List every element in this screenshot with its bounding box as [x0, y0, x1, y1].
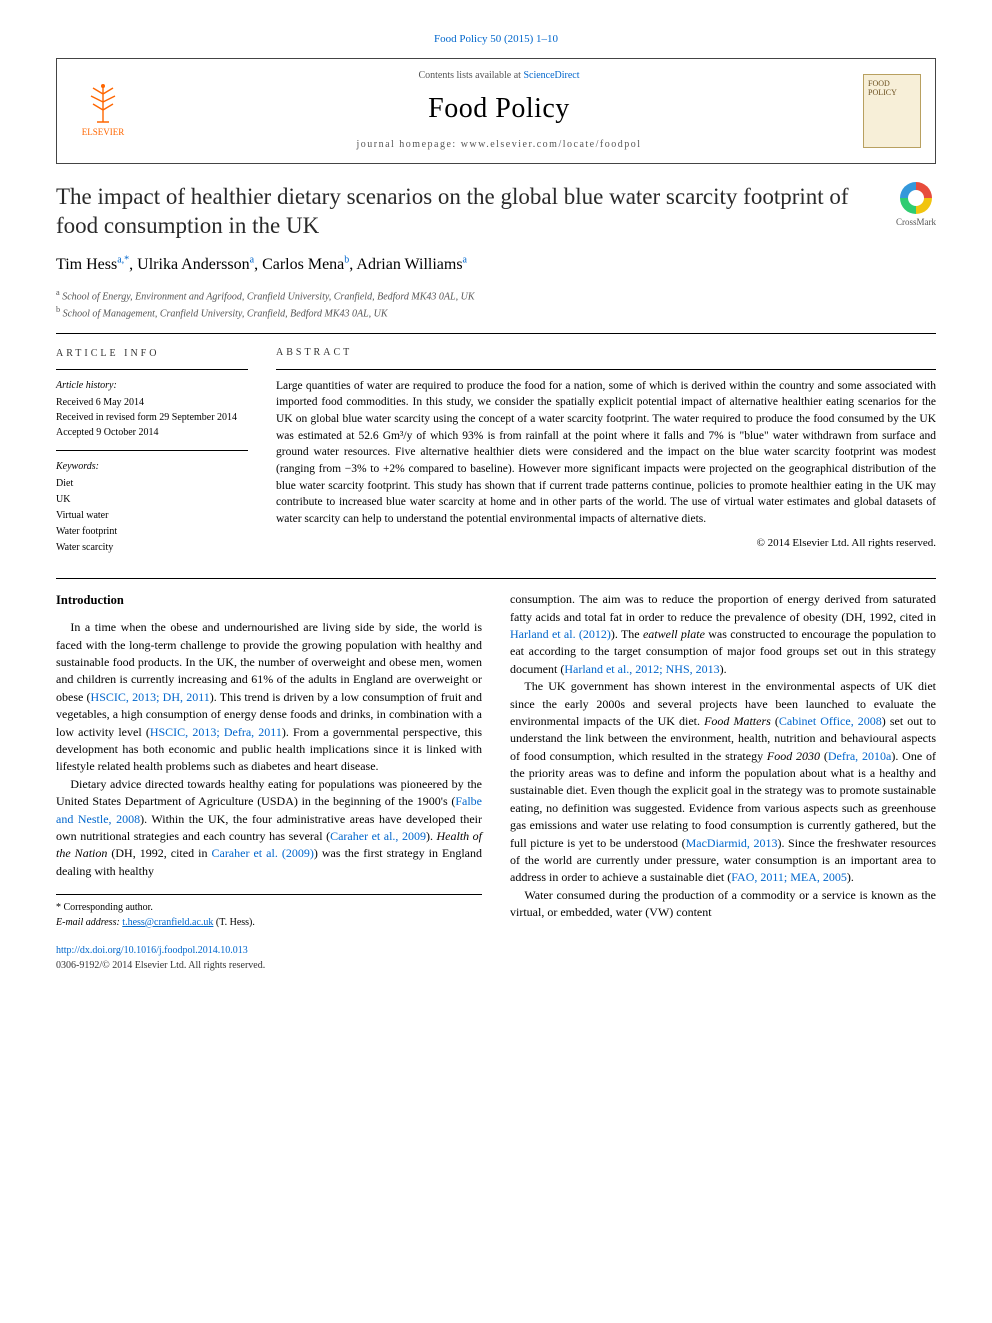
- email-label: E-mail address:: [56, 917, 122, 928]
- divider: [56, 450, 248, 451]
- body-text: Introduction In a time when the obese an…: [56, 591, 936, 930]
- citation-link[interactable]: Harland et al. (2012): [510, 627, 611, 641]
- author-list: Tim Hessa,*, Ulrika Anderssona, Carlos M…: [56, 253, 936, 276]
- issn-copyright: 0306-9192/© 2014 Elsevier Ltd. All right…: [56, 959, 936, 974]
- history-item: Accepted 9 October 2014: [56, 425, 248, 440]
- header-center: Contents lists available at ScienceDirec…: [147, 69, 851, 153]
- history-item: Received in revised form 29 September 20…: [56, 410, 248, 425]
- paragraph: In a time when the obese and undernouris…: [56, 619, 482, 776]
- crossmark-label: CrossMark: [896, 216, 936, 229]
- journal-name: Food Policy: [147, 89, 851, 130]
- page-footer: http://dx.doi.org/10.1016/j.foodpol.2014…: [56, 944, 936, 973]
- author-email-link[interactable]: t.hess@cranfield.ac.uk: [122, 917, 213, 928]
- author: Tim Hessa,*: [56, 256, 129, 273]
- article-info-col: ARTICLE INFO Article history: Received 6…: [56, 346, 248, 556]
- elsevier-tree-icon: [83, 82, 123, 126]
- elsevier-logo: ELSEVIER: [71, 75, 135, 147]
- corresponding-label: * Corresponding author.: [56, 901, 482, 916]
- author: Ulrika Anderssona: [137, 256, 254, 273]
- citation-link[interactable]: Cabinet Office, 2008: [779, 714, 882, 728]
- journal-reference: Food Policy 50 (2015) 1–10: [56, 32, 936, 48]
- email-attribution: (T. Hess).: [213, 917, 254, 928]
- crossmark-icon: [900, 182, 932, 214]
- crossmark-badge[interactable]: CrossMark: [896, 182, 936, 229]
- corresponding-author-footnote: * Corresponding author. E-mail address: …: [56, 894, 482, 930]
- citation-link[interactable]: HSCIC, 2013; DH, 2011: [91, 690, 210, 704]
- journal-cover-thumb: FOOD POLICY: [863, 74, 921, 148]
- author: Adrian Williamsa: [356, 256, 467, 273]
- journal-header: ELSEVIER Contents lists available at Sci…: [56, 58, 936, 164]
- author: Carlos Menab: [262, 256, 349, 273]
- homepage-prefix: journal homepage:: [356, 139, 460, 150]
- emphasis: Food 2030: [767, 749, 820, 763]
- doi-link[interactable]: http://dx.doi.org/10.1016/j.foodpol.2014…: [56, 945, 248, 956]
- affiliations: a School of Energy, Environment and Agri…: [56, 287, 936, 322]
- keyword: Water footprint: [56, 524, 248, 539]
- abstract-head: ABSTRACT: [276, 346, 936, 361]
- citation-link[interactable]: Defra, 2010a: [828, 749, 891, 763]
- emphasis: Food Matters: [704, 714, 771, 728]
- abstract-col: ABSTRACT Large quantities of water are r…: [276, 346, 936, 556]
- keyword: UK: [56, 492, 248, 507]
- citation-link[interactable]: FAO, 2011; MEA, 2005: [731, 870, 847, 884]
- abstract-copyright: © 2014 Elsevier Ltd. All rights reserved…: [276, 536, 936, 552]
- divider: [276, 369, 936, 370]
- paragraph: Water consumed during the production of …: [510, 887, 936, 922]
- keyword: Virtual water: [56, 508, 248, 523]
- history-head: Article history:: [56, 378, 248, 393]
- homepage-url[interactable]: www.elsevier.com/locate/foodpol: [461, 139, 642, 150]
- contents-available-line: Contents lists available at ScienceDirec…: [147, 69, 851, 84]
- divider: [56, 333, 936, 334]
- keywords-head: Keywords:: [56, 459, 248, 474]
- affiliation: a School of Energy, Environment and Agri…: [56, 287, 936, 304]
- citation-link[interactable]: MacDiarmid, 2013: [686, 836, 778, 850]
- keyword: Diet: [56, 476, 248, 491]
- divider: [56, 369, 248, 370]
- keywords-list: Diet UK Virtual water Water footprint Wa…: [56, 476, 248, 555]
- history-item: Received 6 May 2014: [56, 395, 248, 410]
- journal-homepage: journal homepage: www.elsevier.com/locat…: [147, 138, 851, 153]
- citation-link[interactable]: HSCIC, 2013; Defra, 2011: [150, 725, 282, 739]
- citation-link[interactable]: Caraher et al. (2009): [211, 846, 313, 860]
- contents-prefix: Contents lists available at: [418, 70, 523, 81]
- keyword: Water scarcity: [56, 540, 248, 555]
- paragraph: consumption. The aim was to reduce the p…: [510, 591, 936, 678]
- paragraph: The UK government has shown interest in …: [510, 678, 936, 887]
- article-title: The impact of healthier dietary scenario…: [56, 182, 876, 242]
- article-info-head: ARTICLE INFO: [56, 346, 248, 361]
- elsevier-label: ELSEVIER: [82, 126, 125, 139]
- emphasis: eatwell plate: [643, 627, 705, 641]
- citation-link[interactable]: Caraher et al., 2009: [330, 829, 426, 843]
- section-heading-introduction: Introduction: [56, 591, 482, 609]
- paragraph: Dietary advice directed towards healthy …: [56, 776, 482, 880]
- citation-link[interactable]: Harland et al., 2012; NHS, 2013: [564, 662, 719, 676]
- sciencedirect-link[interactable]: ScienceDirect: [523, 70, 579, 81]
- abstract-text: Large quantities of water are required t…: [276, 378, 936, 528]
- divider: [56, 578, 936, 579]
- affiliation: b School of Management, Cranfield Univer…: [56, 304, 936, 321]
